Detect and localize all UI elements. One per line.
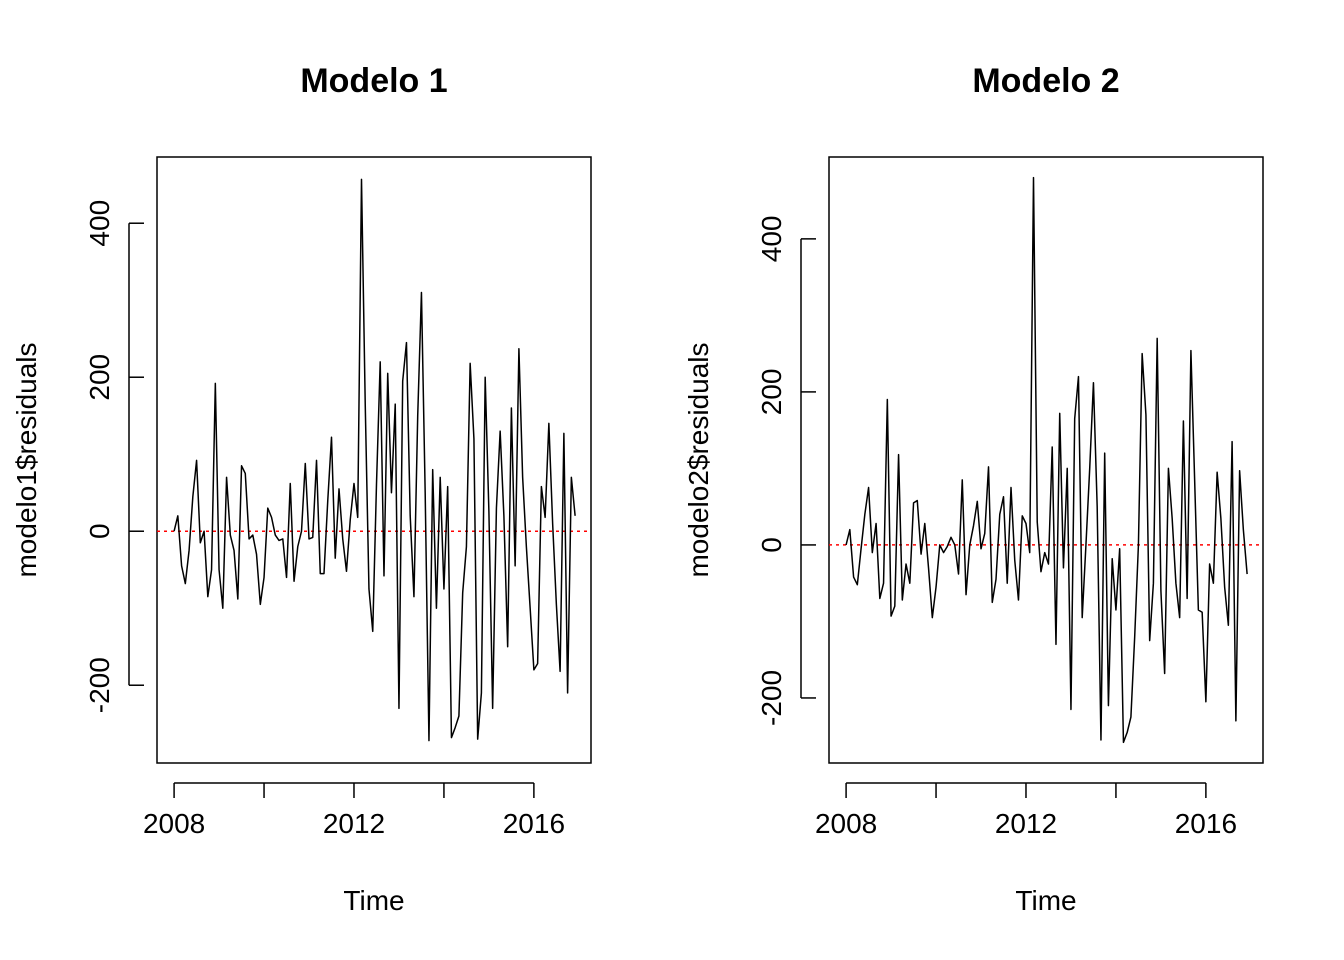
y-tick-label: 0 <box>756 537 787 553</box>
x-tick-label: 2008 <box>143 808 205 839</box>
x-tick-label: 2012 <box>323 808 385 839</box>
y-axis-label: modelo1$residuals <box>11 342 42 577</box>
x-tick-label: 2012 <box>995 808 1057 839</box>
y-tick-label: -200 <box>84 657 115 713</box>
x-tick-label: 2008 <box>815 808 877 839</box>
panel: Modelo 1 Time modelo1$residuals 2008 2012 201… <box>11 62 592 916</box>
x-tick-label: 2016 <box>1175 808 1237 839</box>
y-tick-label: 400 <box>756 216 787 263</box>
chart-title: Modelo 2 <box>972 62 1119 100</box>
y-tick-label: 400 <box>84 200 115 247</box>
y-tick-label: -200 <box>756 670 787 726</box>
data-line <box>173 178 576 742</box>
panel: Modelo 2 Time modelo2$residuals 2008 2012 201… <box>683 62 1264 916</box>
y-tick-label: 0 <box>84 523 115 539</box>
chart-title: Modelo 1 <box>300 62 447 100</box>
data-line <box>845 176 1248 744</box>
x-axis-label: Time <box>1015 885 1076 916</box>
y-axis-label: modelo2$residuals <box>683 342 714 577</box>
x-axis-label: Time <box>343 885 404 916</box>
y-tick-label: 200 <box>756 369 787 416</box>
plot-frame <box>828 156 1264 764</box>
plot-frame <box>156 156 592 764</box>
x-tick-label: 2016 <box>503 808 565 839</box>
y-tick-label: 200 <box>84 354 115 401</box>
